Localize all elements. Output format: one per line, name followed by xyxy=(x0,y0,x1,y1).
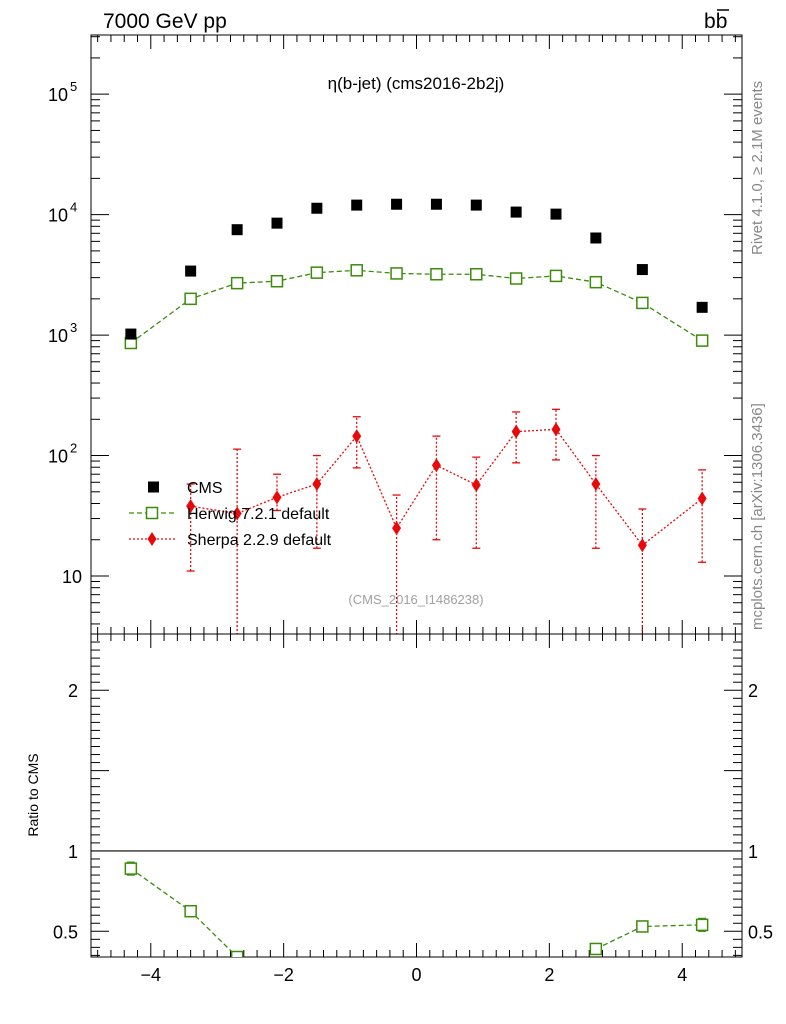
herwig-point xyxy=(589,275,603,289)
ratio-herwig-point xyxy=(695,918,709,932)
mcplots-reference-label: mcplots.cern.ch [arXiv:1306.3436] xyxy=(749,403,766,630)
ratio-panel: Ratio to CMS −4 −2 0 2 4 0.5 0.5 1 1 2 2 xyxy=(25,633,773,985)
ratio-herwig-point xyxy=(184,904,197,918)
sherpa-line xyxy=(190,428,703,547)
y-tick-label-right: 0.5 xyxy=(748,922,773,942)
header-final-state: bb xyxy=(704,10,727,33)
y-tick-exponent: 4 xyxy=(70,200,77,215)
sherpa-point xyxy=(431,458,441,473)
x-tick-label: 4 xyxy=(677,965,687,985)
legend-label: Herwig 7.2.1 default xyxy=(187,506,330,523)
herwig-point xyxy=(695,334,709,347)
cms-point xyxy=(636,264,648,276)
legend-herwig-marker xyxy=(145,506,159,520)
sherpa-point xyxy=(232,506,242,521)
herwig-point xyxy=(350,264,363,277)
x-tick-label: −2 xyxy=(273,965,294,985)
herwig-point xyxy=(430,267,443,281)
y-tick-label: 10 xyxy=(48,326,68,346)
x-tick-label: 0 xyxy=(411,965,421,985)
y-tick-label: 0.5 xyxy=(53,922,78,942)
y-tick-label-right: 2 xyxy=(748,681,758,701)
cms-point xyxy=(351,199,363,211)
y-tick-label: 10 xyxy=(48,206,68,226)
cms-point xyxy=(391,198,403,210)
sherpa-point xyxy=(551,422,561,437)
herwig-point xyxy=(184,292,197,306)
ratio-herwig-point xyxy=(589,942,603,956)
sherpa-point xyxy=(272,490,282,505)
main-title: η(b-jet) (cms2016-2b2j) xyxy=(328,74,505,93)
main-panel: η(b-jet) (cms2016-2b2j) (CMS_2016_I14862… xyxy=(48,34,743,635)
cms-point xyxy=(125,328,137,340)
cms-point xyxy=(430,198,442,210)
sherpa-point xyxy=(186,499,196,514)
x-tick-label: −4 xyxy=(141,965,162,985)
sherpa-point xyxy=(352,429,362,444)
herwig-point xyxy=(270,274,284,288)
header-final-state-b: b xyxy=(704,10,716,33)
rivet-version-label: Rivet 4.1.0, ≥ 2.1M events xyxy=(749,81,766,255)
cms-point xyxy=(185,265,197,277)
cms-point xyxy=(510,206,522,218)
herwig-point xyxy=(310,266,324,279)
cms-point xyxy=(696,301,708,313)
sherpa-point xyxy=(637,538,647,553)
ratio-herwig-point xyxy=(124,862,138,875)
y-tick-label: 1 xyxy=(68,842,78,862)
cms-point xyxy=(271,217,283,229)
y-tick-label-right: 1 xyxy=(748,842,758,862)
cms-point xyxy=(590,232,602,244)
legend-label: Sherpa 2.2.9 default xyxy=(187,532,332,549)
sherpa-point xyxy=(312,477,322,492)
herwig-point xyxy=(509,272,523,285)
legend: CMS Herwig 7.2.1 default Sherpa 2.2.9 defa… xyxy=(129,480,332,549)
sherpa-point xyxy=(511,424,521,439)
y-tick-exponent: 3 xyxy=(70,320,77,335)
sherpa-point xyxy=(591,477,601,492)
y-tick-label: 10 xyxy=(48,447,68,467)
herwig-line xyxy=(130,269,703,344)
header-final-state-bbar: b xyxy=(716,10,728,33)
sherpa-point xyxy=(471,477,481,492)
legend-sherpa-marker xyxy=(147,532,157,546)
herwig-point xyxy=(390,267,403,280)
herwig-point xyxy=(470,267,483,281)
sherpa-point xyxy=(392,521,402,536)
legend-label: CMS xyxy=(187,480,223,497)
cms-point xyxy=(231,224,243,236)
ratio-herwig-point xyxy=(636,920,649,933)
legend-cms-marker xyxy=(148,481,159,493)
cms-point xyxy=(470,199,482,211)
herwig-point xyxy=(636,296,649,310)
sherpa-point xyxy=(697,491,707,506)
ratio-series xyxy=(124,861,709,957)
ratio-herwig-line xyxy=(130,868,238,957)
cms-point xyxy=(550,208,562,220)
x-tick-label: 2 xyxy=(544,965,554,985)
herwig-point xyxy=(549,269,563,283)
analysis-watermark: (CMS_2016_I1486238) xyxy=(348,592,483,607)
y-tick-exponent: 5 xyxy=(70,79,77,94)
ratio-herwig-line xyxy=(595,924,703,950)
ratio-axes: −4 −2 0 2 4 0.5 0.5 1 1 2 2 xyxy=(53,633,773,985)
header-process-label: 7000 GeV pp xyxy=(103,10,227,33)
y-tick-exponent: 2 xyxy=(70,441,77,456)
y-tick-label: 2 xyxy=(68,681,78,701)
y-tick-label: 10 xyxy=(62,567,82,587)
y-tick-label: 10 xyxy=(48,85,68,105)
cms-point xyxy=(311,202,323,214)
herwig-point xyxy=(230,276,244,290)
ratio-y-axis-label: Ratio to CMS xyxy=(25,753,41,836)
main-series xyxy=(124,198,709,634)
ratio-herwig-point xyxy=(230,950,244,957)
